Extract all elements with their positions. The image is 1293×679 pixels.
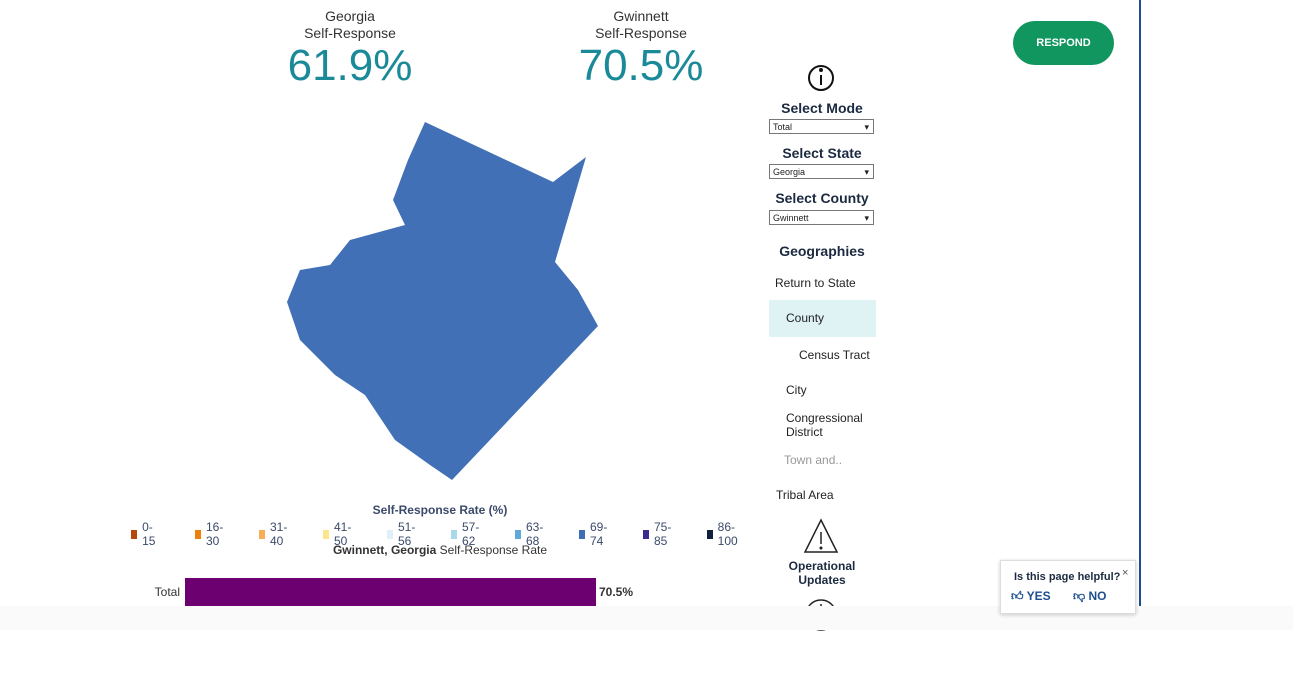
chart-title-text: Self-Response Rate: [439, 543, 548, 557]
info-icon[interactable]: [808, 65, 834, 91]
county-stat: Gwinnett Self-Response 70.5%: [541, 8, 741, 90]
category-label: Total: [155, 585, 180, 599]
stat-value: 61.9%: [287, 41, 413, 90]
legend-item: 0-15: [131, 520, 158, 548]
no-label: NO: [1088, 589, 1107, 603]
legend-label: 86-100: [717, 520, 738, 548]
legend-swatch: [451, 529, 457, 539]
legend-label: 63-68: [525, 520, 544, 548]
legend-label: 16-30: [205, 520, 224, 548]
legend-label: 75-85: [653, 520, 672, 548]
operational-updates[interactable]: Operational Updates: [788, 559, 856, 587]
dropdown[interactable]: Georgia: [769, 164, 874, 180]
legend-title: Self-Response Rate (%): [372, 503, 508, 517]
geo-link[interactable]: Census Tract: [799, 348, 870, 362]
stat-place: Gwinnett: [613, 8, 669, 24]
value-label: 70.5%: [599, 585, 633, 599]
legend-swatch: [643, 529, 649, 539]
stat-place: Georgia: [325, 8, 375, 24]
legend-label: 51-56: [397, 520, 416, 548]
state-stat: Georgia Self-Response 61.9%: [250, 8, 450, 90]
select-label: Select Mode: [781, 100, 863, 116]
legend-swatch: [195, 529, 201, 539]
bar: [185, 578, 597, 606]
legend-item: 57-62: [451, 520, 482, 548]
chart-title: Gwinnett, Georgia Self-Response Rate: [240, 543, 640, 557]
select-label: Select County: [775, 190, 869, 206]
legend-item: 16-30: [195, 520, 226, 548]
geo-link[interactable]: Return to State: [775, 276, 856, 290]
geo-link[interactable]: Congressional District: [786, 411, 863, 439]
legend-swatch: [515, 529, 521, 539]
yes-label: YES: [1026, 589, 1051, 603]
stat-caption: Self-Response: [304, 25, 396, 41]
bar-chart: Total 70.5%: [155, 578, 633, 606]
dropdown[interactable]: Total: [769, 119, 874, 135]
legend-label: 0-15: [142, 520, 156, 548]
legend-item: 51-56: [387, 520, 418, 548]
feedback-question: Is this page helpful?: [1014, 571, 1121, 583]
geographies-title: Geographies: [779, 243, 865, 259]
legend-swatch: [707, 529, 713, 539]
legend-label: 31-40: [269, 520, 288, 548]
feedback-widget: Is this page helpful? × 👍︎ YES 👎︎ NO: [1000, 560, 1136, 614]
legend-swatch: [579, 529, 585, 539]
no-button[interactable]: 👎︎ NO: [1073, 589, 1107, 603]
select-label: Select State: [782, 145, 862, 161]
geo-link[interactable]: Town and..: [784, 453, 843, 467]
respond-button[interactable]: [1013, 21, 1114, 65]
legend-item: 86-100: [707, 520, 741, 548]
legend-label: 41-50: [333, 520, 352, 548]
geo-link-selected[interactable]: County: [769, 300, 876, 337]
stat-value: 70.5%: [578, 41, 704, 90]
legend-swatch: [323, 529, 329, 539]
legend-swatch: [131, 529, 138, 539]
dropdown[interactable]: Gwinnett: [769, 210, 874, 226]
legend-label: 57-62: [461, 520, 480, 548]
legend-swatch: [387, 529, 393, 539]
yes-button[interactable]: 👍︎ YES: [1011, 589, 1051, 603]
stat-caption: Self-Response: [595, 25, 687, 41]
geo-link[interactable]: City: [786, 383, 807, 397]
warning-icon[interactable]: [803, 518, 839, 553]
legend-item: 75-85: [643, 520, 674, 548]
close-button[interactable]: ×: [1122, 567, 1129, 579]
geo-link[interactable]: Tribal Area: [776, 488, 834, 502]
legend-item: 63-68: [515, 520, 546, 548]
county-map[interactable]: [287, 122, 598, 480]
legend-label: 69-74: [589, 520, 608, 548]
legend-swatch: [259, 529, 265, 539]
legend-item: 31-40: [259, 520, 290, 548]
legend-item: 41-50: [323, 520, 354, 548]
chart-title-place: Gwinnett, Georgia: [332, 543, 437, 557]
legend-item: 69-74: [579, 520, 610, 548]
